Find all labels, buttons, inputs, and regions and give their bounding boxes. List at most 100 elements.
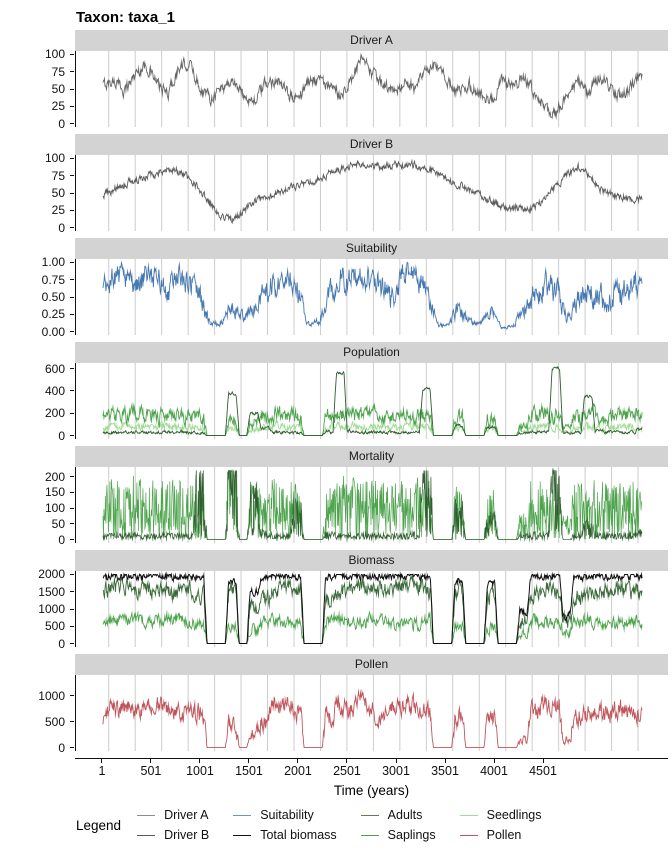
facet-panel: Population 0 200 400 600 bbox=[0, 342, 672, 443]
y-axis: 0 25 50 75 100 bbox=[0, 152, 75, 235]
facet-panel: Biomass 0 500 1000 1500 2000 bbox=[0, 550, 672, 651]
y-tick-label: 0.25 bbox=[41, 307, 65, 322]
plot-row: 0 25 50 75 100 bbox=[0, 152, 672, 235]
y-tick-mark bbox=[70, 279, 74, 281]
y-tick-label: 2000 bbox=[38, 567, 65, 582]
facet-strip-label: Population bbox=[75, 342, 668, 363]
y-tick-mark bbox=[70, 539, 74, 541]
plot-area bbox=[75, 259, 669, 335]
legend-entry: Total biomass bbox=[233, 828, 337, 842]
y-axis: 0 200 400 600 bbox=[0, 361, 75, 443]
y-tick-mark bbox=[70, 175, 74, 177]
legend-entry: Suitability bbox=[233, 808, 336, 822]
x-tick-mark bbox=[444, 759, 446, 763]
y-tick-label: 1000 bbox=[38, 602, 65, 616]
legend: Legend Driver A Driver B Suitability Total … bbox=[76, 808, 672, 842]
x-tick-mark bbox=[395, 759, 397, 763]
legend-label: Driver A bbox=[164, 808, 209, 822]
y-tick-mark bbox=[70, 261, 74, 263]
plot-row: 0 50 100 150 200 bbox=[0, 467, 672, 547]
y-tick-mark bbox=[70, 507, 74, 509]
y-axis: 0 500 1000 1500 2000 bbox=[0, 567, 75, 651]
x-axis: 1 501 1001 1501 2001 2501 3001 3501 4001 4501 bbox=[75, 758, 668, 781]
facet-strip-label: Driver A bbox=[75, 30, 668, 51]
y-tick-mark bbox=[70, 412, 74, 414]
y-tick-mark bbox=[70, 123, 74, 125]
plot-area bbox=[75, 571, 669, 647]
plot-row: 0 500 1000 1500 2000 bbox=[0, 567, 672, 651]
y-tick-label: 150 bbox=[44, 485, 65, 500]
legend-label: Pollen bbox=[486, 828, 522, 842]
x-tick-mark bbox=[101, 759, 103, 763]
x-tick-label: 2001 bbox=[284, 764, 312, 778]
plot-area bbox=[75, 467, 669, 543]
legend-entry: Pollen bbox=[459, 828, 542, 842]
legend-swatch-line bbox=[233, 834, 252, 836]
y-tick-mark bbox=[70, 695, 74, 697]
y-tick-label: 50 bbox=[51, 82, 65, 96]
x-tick-label: 1501 bbox=[235, 764, 263, 778]
y-tick-label: 0 bbox=[58, 220, 65, 235]
y-tick-label: 0 bbox=[58, 636, 65, 651]
x-tick-label: 4001 bbox=[480, 764, 508, 778]
y-tick-mark bbox=[70, 491, 74, 493]
legend-swatch-line bbox=[137, 834, 156, 836]
series-canvas bbox=[76, 363, 669, 439]
legend-entries: Driver A Driver B Suitability Total biomass… bbox=[137, 808, 542, 842]
y-axis: 0 25 50 75 100 bbox=[0, 48, 75, 130]
facet-strip-label: Mortality bbox=[75, 446, 668, 467]
y-tick-label: 500 bbox=[44, 714, 65, 729]
plot-area bbox=[75, 155, 669, 231]
x-tick-mark bbox=[542, 759, 544, 763]
plot-area bbox=[75, 51, 669, 127]
plot-title: Taxon: taxa_1 bbox=[76, 9, 175, 26]
y-tick-label: 200 bbox=[44, 469, 65, 484]
legend-swatch-line bbox=[360, 814, 379, 816]
y-tick-label: 1500 bbox=[38, 584, 65, 599]
facet-panel: Mortality 0 50 100 150 200 bbox=[0, 446, 672, 547]
y-tick-label: 0 bbox=[58, 428, 65, 443]
plot-area bbox=[75, 675, 669, 751]
y-tick-mark bbox=[70, 209, 74, 211]
y-tick-mark bbox=[70, 192, 74, 194]
series-canvas bbox=[76, 51, 669, 127]
plot-row: 0.00 0.25 0.50 0.75 1.00 bbox=[0, 255, 672, 338]
series-canvas bbox=[76, 259, 669, 335]
x-tick-label: 3501 bbox=[431, 764, 459, 778]
y-tick-label: 600 bbox=[44, 361, 65, 376]
facet-panel: Driver B 0 25 50 75 100 bbox=[0, 134, 672, 235]
y-tick-mark bbox=[70, 88, 74, 90]
y-tick-mark bbox=[70, 71, 74, 73]
y-tick-mark bbox=[70, 523, 74, 525]
y-tick-label: 0 bbox=[58, 532, 65, 547]
y-tick-label: 25 bbox=[51, 203, 65, 218]
y-tick-mark bbox=[70, 643, 74, 645]
x-tick-label: 2501 bbox=[333, 764, 361, 778]
y-tick-mark bbox=[70, 476, 74, 478]
legend-swatch-line bbox=[459, 814, 478, 816]
y-tick-label: 500 bbox=[44, 619, 65, 634]
y-tick-mark bbox=[70, 390, 74, 392]
y-tick-mark bbox=[70, 227, 74, 229]
facet-strip-label: Biomass bbox=[75, 550, 668, 571]
y-tick-label: 1000 bbox=[38, 688, 65, 703]
series-canvas bbox=[76, 467, 669, 543]
y-tick-label: 1.00 bbox=[41, 255, 65, 270]
y-tick-mark bbox=[70, 368, 74, 370]
y-tick-mark bbox=[70, 721, 74, 723]
y-tick-mark bbox=[70, 105, 74, 107]
y-tick-label: 25 bbox=[51, 99, 65, 114]
y-tick-mark bbox=[70, 313, 74, 315]
series-canvas bbox=[76, 571, 669, 647]
x-tick-label: 4501 bbox=[529, 764, 557, 778]
legend-label: Driver B bbox=[164, 828, 210, 842]
legend-entry: Seedlings bbox=[459, 808, 542, 822]
x-tick-label: 501 bbox=[140, 764, 162, 778]
y-axis: 0 50 100 150 200 bbox=[0, 467, 75, 547]
y-tick-mark bbox=[70, 625, 74, 627]
y-tick-mark bbox=[70, 573, 74, 575]
legend-swatch-line bbox=[360, 834, 379, 836]
y-tick-label: 0.50 bbox=[41, 290, 65, 304]
facet-strip-label: Driver B bbox=[75, 134, 668, 155]
